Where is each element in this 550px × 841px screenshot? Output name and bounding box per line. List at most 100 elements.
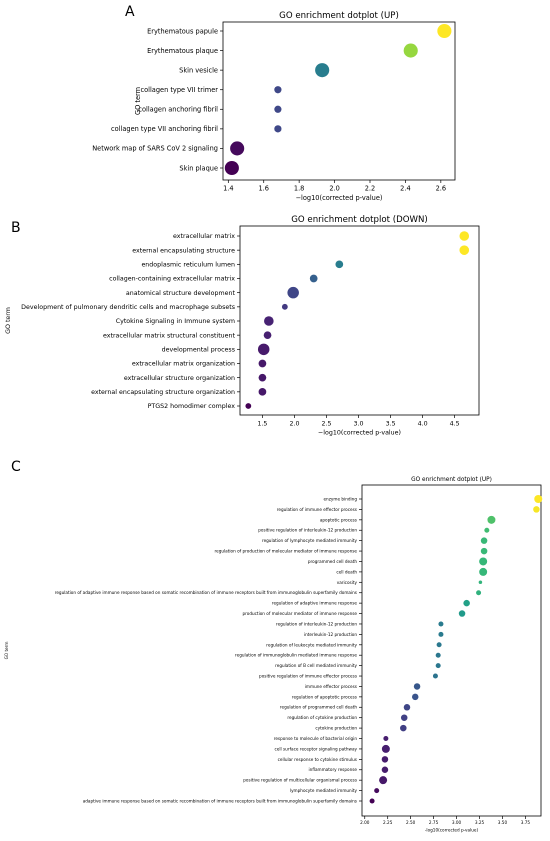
data-point [335, 260, 344, 269]
y-tick-label: production of molecular mediator of immu… [242, 611, 357, 616]
data-point [458, 610, 466, 617]
y-tick-label: regulation of apoptotic process [292, 694, 357, 699]
x-tick-label: 3.0 [354, 420, 364, 427]
y-tick-label: collagen-containing extracellular matrix [109, 276, 235, 283]
data-point [459, 231, 470, 241]
plot-frame [222, 21, 456, 181]
y-tick-label: adaptive immune response based on somati… [83, 798, 357, 803]
x-tick-label: 2.2 [365, 185, 376, 193]
x-axis-label: -log10(corrected p-value) [425, 827, 479, 832]
x-tick-label: 4.5 [450, 420, 460, 427]
y-axis-label: GO term [5, 307, 12, 334]
data-point [459, 245, 470, 255]
data-point [274, 125, 282, 133]
y-tick-label: cytokine production [315, 726, 357, 731]
data-point [258, 373, 267, 382]
x-tick-label: 2.6 [436, 185, 447, 193]
y-tick-label: regulation of B cell mediated immunity [275, 663, 357, 668]
x-tick-label: 1.5 [257, 420, 267, 427]
data-point [533, 506, 540, 513]
panel-label: C [11, 459, 21, 475]
y-tick-label: interleukin-12 production [304, 632, 357, 637]
y-tick-label: positive regulation of immune effector p… [259, 674, 357, 679]
data-point [281, 303, 288, 310]
plot-frame [239, 225, 480, 416]
chart-title: GO enrichment dotplot (UP) [411, 477, 492, 483]
y-tick-label: extracellular matrix [173, 233, 235, 240]
data-point [274, 86, 282, 94]
data-point [383, 736, 389, 742]
y-tick-label: regulation of interleukin-12 production [276, 621, 357, 626]
data-point [309, 274, 318, 283]
data-point [381, 766, 389, 774]
x-tick-label: 4.0 [418, 420, 428, 427]
data-point [413, 683, 421, 690]
chart-title: GO enrichment dotplot (UP) [279, 11, 399, 21]
y-tick-label: positive regulation of interleukin-12 pr… [258, 528, 357, 533]
x-tick-label: 3.5 [386, 420, 396, 427]
panel-label: B [11, 220, 21, 236]
data-point [432, 673, 438, 679]
y-tick-label: extracellular structure organization [124, 375, 235, 382]
y-tick-label: inflammatory response [309, 767, 358, 772]
data-point [487, 515, 496, 524]
y-tick-label: Erythematous plaque [147, 47, 218, 55]
data-point [381, 756, 389, 763]
y-tick-label: Erythematous papule [147, 27, 218, 35]
y-tick-label: apoptotic process [320, 517, 357, 522]
data-point [437, 23, 452, 39]
data-point [435, 663, 441, 669]
data-point [264, 316, 274, 326]
y-tick-label: developmental process [162, 347, 235, 354]
y-tick-label: regulation of adaptive immune response b… [55, 590, 357, 595]
x-tick-label: 1.6 [258, 185, 269, 193]
y-tick-label: regulation of lymphocyte mediated immuni… [262, 538, 358, 543]
data-point [403, 43, 418, 58]
data-point [230, 141, 245, 156]
y-tick-label: PTGS2 homodimer complex [148, 403, 236, 410]
y-tick-label: regulation of production of molecular me… [215, 549, 358, 554]
y-tick-label: endoplasmic reticulum lumen [141, 262, 235, 269]
data-point [274, 105, 282, 113]
y-tick-label: regulation of leukocyte mediated immunit… [266, 642, 357, 647]
y-tick-label: extracellular matrix organization [132, 361, 235, 368]
y-tick-label: external encapsulating structure organiz… [91, 389, 235, 396]
y-tick-label: collagen anchoring fibril [138, 106, 218, 114]
data-point [263, 331, 272, 340]
data-point [484, 527, 490, 533]
data-point [436, 642, 442, 648]
x-tick-label: 2.5 [321, 420, 331, 427]
data-point [245, 403, 252, 409]
y-tick-label: extracellular matrix structural constitu… [103, 332, 236, 339]
x-tick-label: 3.75 [521, 820, 531, 825]
x-axis-label: −log10(corrected p-value) [318, 430, 401, 437]
data-point [287, 286, 299, 299]
x-tick-label: 2.75 [429, 820, 439, 825]
y-tick-label: collagen type VII anchoring fibril [111, 125, 218, 133]
data-point [438, 631, 444, 637]
y-tick-label: regulation of immunoglobulin mediated im… [235, 653, 357, 658]
x-tick-label: 2.0 [289, 420, 299, 427]
chart-title: GO enrichment dotplot (DOWN) [291, 215, 428, 225]
y-tick-label: collagen type VII trimer [140, 86, 218, 94]
x-tick-label: 2.0 [329, 185, 340, 193]
x-tick-label: 3.50 [498, 820, 508, 825]
data-point [479, 567, 488, 576]
y-tick-label: regulation of adaptive immune response [272, 601, 358, 606]
x-tick-label: 2.25 [383, 820, 393, 825]
data-point [480, 547, 488, 555]
y-axis-label: GO term [134, 87, 142, 115]
x-tick-label: 2.50 [406, 820, 416, 825]
data-point [438, 621, 444, 627]
y-tick-label: regulation of cytokine production [287, 715, 357, 720]
data-point [224, 160, 239, 176]
data-point [534, 495, 543, 503]
y-tick-label: regulation of programmed cell death [280, 705, 357, 710]
data-point [369, 798, 375, 804]
y-tick-label: Skin vesicle [179, 66, 218, 74]
y-tick-label: cell death [336, 569, 357, 574]
data-point [411, 693, 419, 701]
x-tick-label: 1.8 [294, 185, 305, 193]
data-point [315, 63, 330, 78]
